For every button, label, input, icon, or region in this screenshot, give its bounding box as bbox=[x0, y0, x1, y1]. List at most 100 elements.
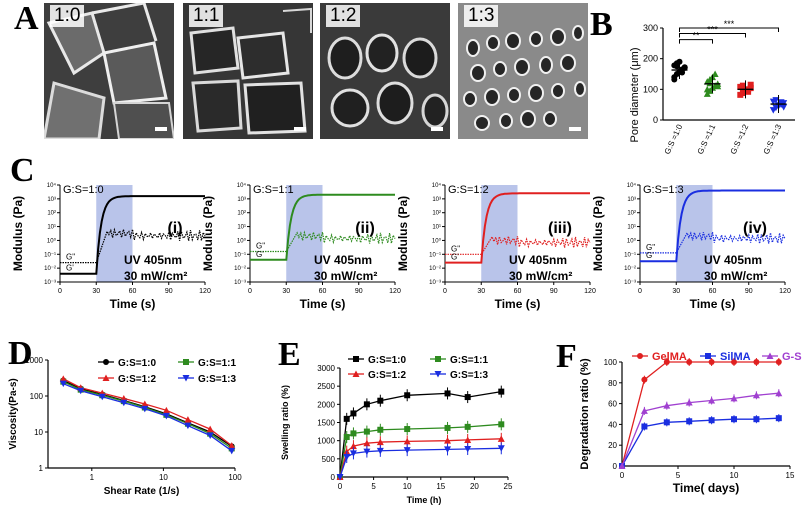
y-tick-label: 10³ bbox=[432, 197, 441, 203]
data-point bbox=[641, 376, 648, 383]
legend-marker bbox=[102, 374, 110, 381]
data-point bbox=[403, 437, 411, 445]
y-tick-label: 10¹ bbox=[47, 225, 56, 231]
x-tick-label: 10 bbox=[730, 471, 739, 480]
y-tick-label: 10⁻¹ bbox=[234, 252, 246, 258]
x-tick-label: 90 bbox=[355, 288, 363, 295]
series-line bbox=[621, 417, 779, 467]
y-tick-label: 10⁻¹ bbox=[429, 252, 441, 258]
scale-bar bbox=[569, 127, 581, 131]
data-point bbox=[747, 85, 754, 92]
data-point bbox=[498, 388, 505, 395]
x-axis-label: Time (s) bbox=[690, 297, 736, 311]
significance-bracket bbox=[679, 39, 713, 44]
y-tick-label: 1500 bbox=[317, 419, 335, 428]
data-point bbox=[162, 406, 170, 414]
data-point bbox=[377, 426, 384, 433]
data-point bbox=[59, 380, 67, 388]
storage-modulus-label: G' bbox=[451, 253, 459, 262]
loss-modulus-curve bbox=[250, 230, 396, 253]
legend-marker bbox=[183, 359, 189, 365]
x-tick-label: 1 bbox=[90, 473, 95, 482]
data-point bbox=[349, 442, 357, 450]
x-tick-label: G:S =1:3 bbox=[762, 123, 784, 156]
data-point bbox=[444, 446, 452, 453]
power-label: 30 mW/cm² bbox=[314, 269, 377, 283]
loss-modulus-label: G" bbox=[451, 244, 460, 253]
panel-letter-d: D bbox=[8, 335, 33, 372]
data-point bbox=[403, 447, 411, 454]
panel-letter-a: A bbox=[14, 0, 39, 37]
x-tick-label: 5 bbox=[371, 482, 376, 491]
data-point bbox=[141, 400, 149, 407]
y-axis-label: Degradation ratio (%) bbox=[579, 358, 591, 470]
x-axis-label: Time (s) bbox=[300, 297, 346, 311]
legend-label: G:S=1:3 bbox=[198, 374, 237, 385]
data-point bbox=[745, 88, 752, 95]
x-tick-label: 120 bbox=[199, 288, 211, 295]
x-tick-label: 90 bbox=[550, 288, 558, 295]
subplot-tag: (i) bbox=[167, 220, 182, 237]
y-tick-label: 10⁴ bbox=[237, 182, 247, 189]
data-point bbox=[618, 462, 626, 469]
x-tick-label: 0 bbox=[620, 471, 625, 480]
y-tick-label: 1 bbox=[39, 464, 44, 473]
data-point bbox=[349, 450, 357, 457]
panel-letter-c: C bbox=[10, 152, 35, 189]
loss-modulus-curve bbox=[640, 230, 786, 254]
data-point bbox=[343, 415, 350, 422]
x-tick-label: 30 bbox=[92, 288, 100, 295]
y-tick-label: 10⁻² bbox=[429, 266, 441, 272]
legend-label: G:S=1:3 bbox=[450, 370, 489, 381]
modulus-time-chart: 10⁻³ 10⁻² 10⁻¹ 10⁰ 10¹ 10² 10³ 10⁴ 0 30 60 90 120 Mod… bbox=[11, 182, 791, 311]
x-tick-label: 30 bbox=[672, 288, 680, 295]
x-tick-label: 100 bbox=[228, 473, 242, 482]
legend-label: G:S=1:0 bbox=[118, 358, 157, 369]
data-point bbox=[731, 416, 737, 423]
x-axis-label: Time (h) bbox=[407, 495, 442, 505]
y-tick-label: 3000 bbox=[317, 364, 335, 373]
data-point bbox=[671, 76, 678, 83]
y-axis-label: Pore diameter (μm) bbox=[629, 48, 641, 143]
data-point bbox=[714, 82, 722, 90]
data-point bbox=[444, 390, 451, 397]
data-point bbox=[444, 424, 451, 431]
data-point bbox=[376, 447, 384, 455]
significance-label: ** bbox=[692, 31, 700, 41]
data-point bbox=[444, 437, 452, 444]
data-point bbox=[162, 412, 170, 420]
y-tick-label: 10⁰ bbox=[432, 237, 442, 244]
y-tick-label: 10⁻³ bbox=[234, 280, 246, 286]
legend-marker bbox=[705, 353, 711, 359]
x-tick-label: G:S =1:2 bbox=[729, 123, 751, 156]
data-point bbox=[377, 397, 384, 404]
x-tick-label: 0 bbox=[58, 288, 62, 295]
y-tick-label: 300 bbox=[643, 23, 658, 33]
data-point bbox=[336, 474, 344, 481]
data-point bbox=[497, 445, 505, 452]
modulus-subplot: 10⁻³ 10⁻² 10⁻¹ 10⁰ 10¹ 10² 10³ 10⁴ 0 30 60 90 120 Mod… bbox=[396, 182, 596, 311]
data-point bbox=[350, 410, 357, 417]
y-tick-label: 10² bbox=[47, 211, 56, 217]
series-line bbox=[63, 378, 233, 447]
y-tick-label: 10 bbox=[34, 428, 43, 437]
y-tick-label: 10⁴ bbox=[47, 182, 57, 189]
x-axis-label: Shear Rate (1/s) bbox=[104, 486, 180, 497]
y-tick-label: 100 bbox=[30, 392, 44, 401]
subplot-title: G:S=1:2 bbox=[448, 184, 489, 196]
significance-bracket bbox=[679, 27, 779, 32]
data-point bbox=[98, 393, 106, 401]
data-point bbox=[686, 418, 693, 425]
data-point bbox=[141, 405, 149, 413]
sem-image-1-2: 1:2 bbox=[320, 3, 450, 139]
storage-modulus-label: G' bbox=[66, 264, 74, 273]
x-tick-label: 0 bbox=[638, 288, 642, 295]
y-tick-label: 10⁻³ bbox=[44, 280, 56, 286]
significance-bracket bbox=[679, 33, 746, 38]
data-point bbox=[404, 392, 411, 399]
y-tick-label: 10⁴ bbox=[627, 182, 637, 189]
series-line bbox=[621, 392, 779, 467]
y-tick-label: 10¹ bbox=[627, 225, 636, 231]
data-point bbox=[708, 417, 715, 424]
x-tick-label: 20 bbox=[470, 482, 479, 491]
